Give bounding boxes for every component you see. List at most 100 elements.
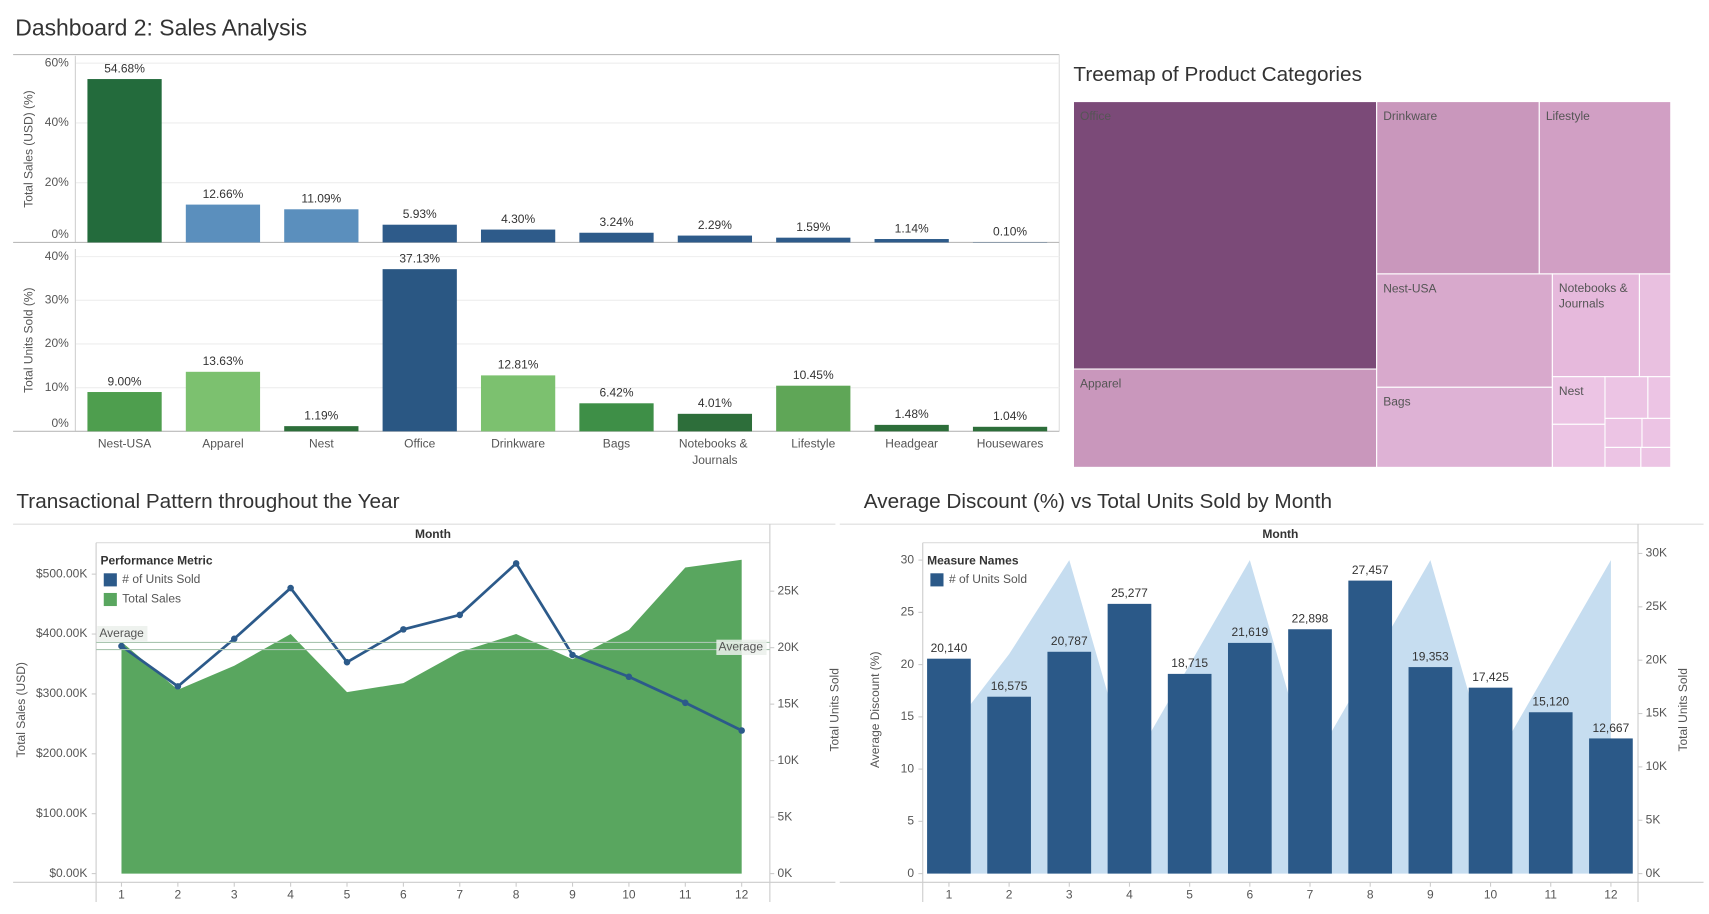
y-tick-label: $0.00K: [49, 866, 87, 880]
value-label: 4.30%: [501, 212, 535, 226]
legend-label: # of Units Sold: [122, 572, 200, 586]
reference-label: Average: [99, 626, 144, 640]
y-tick-label: 0%: [51, 416, 69, 430]
y-tick-label: $300.00K: [36, 686, 87, 700]
value-label: 54.68%: [104, 61, 145, 75]
x-tick-label: 12: [1604, 888, 1618, 902]
value-label: 15,120: [1532, 695, 1569, 709]
value-label: 6.42%: [599, 386, 633, 400]
y-tick-label: 10%: [45, 380, 69, 394]
y2-tick-label: 10K: [778, 753, 799, 767]
x-tick-label: 1: [118, 888, 125, 902]
bar: [87, 79, 162, 243]
treemap-cell: [1376, 386, 1553, 468]
legend-title: Measure Names: [927, 553, 1019, 567]
bar: [284, 426, 359, 432]
bar: [1047, 651, 1092, 874]
reference-label-bg: [716, 639, 767, 655]
y2-tick-label: 20K: [1646, 652, 1667, 666]
bar: [677, 235, 753, 243]
x-tick-label: Nest-USA: [98, 437, 151, 451]
treemap-cell: [1538, 101, 1672, 275]
treemap-label: Drinkware: [1383, 109, 1437, 123]
value-label: 1.48%: [895, 407, 929, 421]
x-tick-label: 8: [1367, 888, 1374, 902]
value-label: 1.59%: [796, 220, 830, 234]
value-label: 9.00%: [108, 374, 142, 388]
treemap-cell: [1376, 101, 1540, 275]
bar: [579, 232, 654, 243]
y-tick-label: $500.00K: [36, 566, 87, 580]
value-label: 22,898: [1292, 612, 1329, 626]
treemap-cell: [1640, 446, 1672, 468]
x-tick-label: 3: [1066, 888, 1073, 902]
y2-tick-label: 15K: [1646, 706, 1667, 720]
y-tick-label: 20%: [45, 336, 69, 350]
y2-tick-label: 0K: [1646, 866, 1661, 880]
reference-label-bg: [97, 626, 148, 642]
value-label: 12,667: [1593, 721, 1630, 735]
bar: [972, 426, 1048, 432]
value-label: 25,277: [1111, 586, 1148, 600]
treemap-label: Bags: [1383, 395, 1410, 409]
point: [682, 699, 689, 707]
treemap-cell: [1647, 376, 1672, 419]
legend-swatch: [103, 592, 117, 607]
value-label: 27,457: [1352, 563, 1389, 577]
y-axis-label: Total Sales (USD): [14, 662, 28, 757]
x-header: Month: [1262, 527, 1298, 541]
treemap-cell: [1638, 273, 1672, 378]
x-tick-label: 9: [1427, 888, 1434, 902]
x-tick-label: 11: [1545, 888, 1558, 902]
bar: [677, 413, 753, 432]
legend-swatch: [930, 573, 944, 587]
y-tick-label: 0: [907, 866, 914, 880]
treemap-cell: [1551, 273, 1640, 378]
value-label: 17,425: [1472, 670, 1509, 684]
y2-tick-label: 15K: [778, 696, 799, 710]
x-tick-label: Nest: [309, 437, 334, 451]
value-label: 37.13%: [399, 251, 440, 265]
treemap-cell: [1641, 417, 1672, 448]
x-tick-label: 11: [679, 888, 692, 902]
y2-tick-label: 5K: [778, 809, 793, 823]
y-tick-label: 25: [901, 605, 915, 619]
y-axis-label: Total Sales (USD) (%): [22, 90, 36, 207]
bar: [1528, 712, 1573, 874]
x-tick-label: 9: [569, 888, 576, 902]
bar: [480, 375, 556, 432]
point: [230, 635, 238, 643]
point: [569, 651, 576, 659]
treemap-cell: [1072, 101, 1378, 370]
value-label: 1.04%: [993, 409, 1027, 423]
point: [400, 626, 407, 633]
x-tick-label: 8: [513, 888, 520, 902]
y2-axis-label: Total Units Sold: [828, 668, 842, 751]
y-tick-label: $200.00K: [36, 746, 87, 760]
bar: [87, 392, 162, 432]
x-tick-label: 6: [400, 888, 407, 902]
point: [456, 611, 464, 619]
value-label: 21,619: [1231, 625, 1268, 639]
value-label: 1.19%: [304, 408, 338, 422]
y-tick-label: 5: [907, 814, 914, 828]
point: [174, 683, 182, 690]
x-tick-label: Apparel: [202, 437, 243, 451]
value-label: 12.66%: [203, 187, 244, 201]
x-tick-label: Notebooks & Journals: [679, 437, 751, 467]
y-tick-label: 0%: [51, 227, 69, 241]
bar: [382, 224, 457, 243]
x-tick-label: 6: [1246, 888, 1253, 902]
x-tick-label: 10: [622, 888, 636, 902]
treemap-label: Office: [1080, 109, 1111, 123]
bar: [1589, 738, 1633, 874]
legend-title: Performance Metric: [100, 553, 212, 567]
x-tick-label: 1: [946, 888, 953, 902]
x-tick-label: Housewares: [977, 437, 1044, 451]
line: [120, 561, 743, 732]
legend-label: # of Units Sold: [949, 572, 1027, 586]
chart-title: Transactional Pattern throughout the Yea…: [16, 490, 399, 513]
bar: [874, 239, 949, 243]
treemap-label: Nest-USA: [1383, 281, 1436, 295]
bar: [284, 209, 359, 243]
